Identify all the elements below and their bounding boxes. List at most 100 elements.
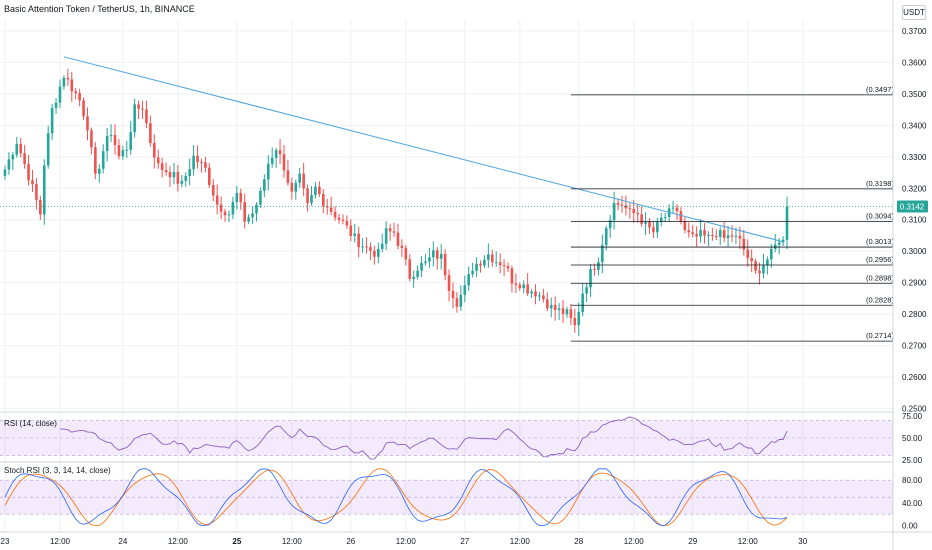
candle-body — [443, 253, 447, 276]
candle-body — [534, 291, 537, 297]
candle-body — [90, 130, 93, 148]
candle-body — [137, 104, 140, 109]
candle-body — [302, 173, 305, 189]
candle-body — [498, 262, 502, 266]
candle-body — [447, 275, 451, 291]
candle-body — [3, 169, 7, 176]
candle-body — [483, 259, 486, 266]
candle-body — [105, 136, 109, 152]
stoch-k-line — [4, 468, 788, 526]
candle-body — [54, 102, 58, 108]
time-tick-label: 12:00 — [396, 537, 417, 546]
time-tick-label: 12:00 — [282, 537, 303, 546]
candle-body — [219, 204, 223, 212]
candle-body — [585, 287, 588, 294]
candle-body — [255, 204, 258, 214]
candle-body — [546, 299, 549, 309]
candle-body — [695, 234, 698, 237]
candle-body — [758, 270, 761, 274]
candle-body — [50, 107, 54, 134]
candle-body — [451, 290, 455, 299]
price-tick-label: 0.2800 — [902, 310, 927, 319]
candle-body — [502, 265, 506, 267]
candle-body — [691, 232, 695, 235]
candle-body — [168, 172, 172, 178]
candle-body — [636, 213, 639, 215]
candle-body — [31, 180, 34, 185]
candle-body — [310, 194, 313, 204]
candle-body — [754, 261, 757, 271]
candle-body — [377, 248, 380, 257]
candle-body — [19, 143, 22, 154]
candle-body — [471, 270, 474, 275]
candle-body — [318, 186, 321, 194]
candle-body — [192, 155, 195, 170]
candle-body — [97, 168, 101, 174]
candle-body — [109, 135, 113, 137]
candle-body — [738, 235, 742, 239]
currency-selector[interactable]: USDT — [902, 5, 926, 20]
candle-body — [298, 173, 302, 183]
candle-body — [341, 219, 345, 221]
candle-body — [656, 221, 659, 233]
rsi-tick-label: 75.00 — [902, 412, 923, 421]
rsi-line — [59, 416, 788, 460]
candle-body — [145, 109, 148, 124]
candle-body — [467, 274, 471, 286]
candle-body — [15, 143, 19, 155]
candle-body — [396, 232, 400, 246]
candle-body — [687, 230, 691, 233]
candle-body — [557, 308, 561, 310]
time-tick-label: 12:00 — [624, 537, 645, 546]
candle-body — [208, 167, 211, 185]
candle-body — [231, 202, 235, 215]
candle-body — [711, 234, 714, 237]
candle-body — [530, 291, 533, 294]
candle-body — [369, 247, 372, 251]
candle-body — [479, 263, 482, 266]
candle-body — [620, 204, 624, 206]
candle-body — [266, 163, 270, 180]
candle-body — [412, 276, 415, 279]
candle-body — [707, 234, 710, 236]
time-tick-label: 27 — [460, 537, 469, 546]
stoch-tick-label: 0.00 — [902, 521, 918, 530]
candle-body — [522, 284, 526, 289]
candle-body — [164, 169, 168, 173]
candle-body — [113, 135, 117, 146]
candle-body — [416, 270, 419, 277]
candle-body — [294, 182, 298, 192]
candle-body — [573, 317, 577, 326]
candle-body — [27, 164, 30, 181]
candle-body — [196, 155, 199, 163]
candle-body — [70, 79, 74, 92]
candle-body — [227, 214, 231, 216]
candle-body — [160, 163, 164, 170]
candle-body — [172, 172, 176, 178]
candle-body — [770, 248, 773, 260]
candle-body — [365, 246, 368, 248]
candle-body — [388, 228, 392, 232]
candle-body — [306, 188, 309, 204]
price-tick-label: 0.3000 — [902, 247, 927, 256]
time-tick-label: 25 — [232, 537, 241, 546]
rsi-tick-label: 25.00 — [902, 456, 923, 465]
rsi-label: RSI (14, close) — [4, 419, 57, 428]
candle-body — [35, 184, 38, 200]
candle-body — [86, 116, 89, 131]
candle-body — [714, 236, 718, 238]
time-tick-label: 12:00 — [510, 537, 531, 546]
price-tick-label: 0.2700 — [902, 342, 927, 351]
price-tick-label: 0.3500 — [902, 90, 927, 99]
candle-body — [188, 169, 191, 177]
candle-body — [777, 242, 781, 245]
candle-body — [400, 245, 404, 248]
candle-body — [549, 304, 553, 309]
stoch-tick-label: 80.00 — [902, 476, 923, 485]
candle-body — [46, 133, 50, 166]
level-label: (0.2956) — [866, 255, 894, 264]
candle-body — [62, 77, 66, 87]
candle-body — [223, 211, 227, 216]
candle-body — [490, 254, 494, 263]
